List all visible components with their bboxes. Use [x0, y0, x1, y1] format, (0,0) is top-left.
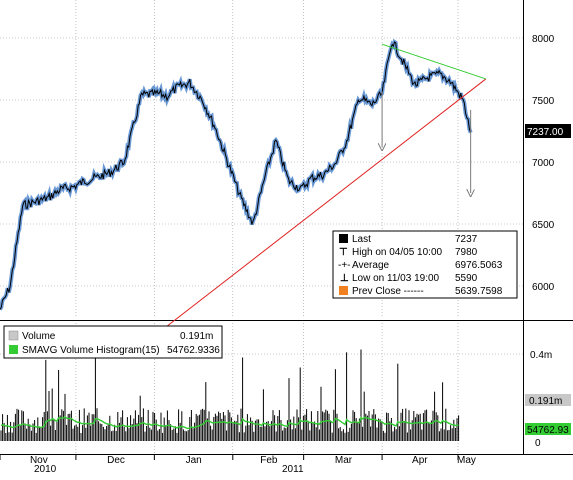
price-y-ticks: 6000 6500 7000 7500 8000 — [532, 34, 555, 293]
prev-close-swatch — [339, 286, 348, 295]
resistance-trendline — [381, 43, 486, 80]
x-tick-month: Mar — [335, 455, 353, 466]
volume-last-tag-text: 0.191m — [529, 396, 562, 407]
last-price-tag — [525, 124, 571, 138]
x-tick-month: Feb — [260, 455, 278, 466]
low-label: Low on 11/03 19:00 — [352, 273, 440, 284]
last-swatch — [339, 234, 348, 243]
volume-legend: Volume 0.191m SMAVG Volume Histogram(15)… — [3, 325, 223, 359]
average-marker-icon: -+- — [338, 260, 351, 271]
trendlines — [164, 43, 487, 329]
x-tick-month: Apr — [412, 455, 428, 466]
price-legend: Last 7237 ⊤ High on 04/05 10:00 7980 -+-… — [332, 230, 518, 299]
last-value: 7237 — [455, 234, 478, 245]
smavg-label: SMAVG Volume Histogram(15) — [22, 345, 160, 356]
high-marker-icon: ⊤ — [339, 247, 348, 258]
volume-ytick-label: 0 — [535, 438, 541, 449]
price-ytick-label: 6000 — [532, 282, 555, 293]
price-ytick-label: 8000 — [532, 34, 555, 45]
prev-close-label: Prev Close ------ — [352, 286, 424, 297]
x-tick-year: 2011 — [282, 464, 304, 475]
price-ytick-label: 7500 — [532, 96, 555, 107]
smavg-last-tag-text: 54762.93 — [527, 425, 569, 436]
low-value: 5590 — [455, 273, 478, 284]
x-tick-month: Jan — [186, 455, 202, 466]
prev-close-value: 5639.7598 — [455, 286, 503, 297]
x-axis-ticks — [0, 454, 459, 460]
last-price-tag-text: 7237.00 — [527, 127, 564, 138]
volume-swatch — [8, 330, 19, 341]
high-label: High on 04/05 10:00 — [352, 247, 443, 258]
price-legend-box — [332, 230, 518, 299]
volume-value: 0.191m — [180, 331, 213, 342]
average-value: 6976.5063 — [455, 260, 503, 271]
smavg-line-group — [0, 416, 459, 430]
smavg-swatch — [9, 345, 18, 354]
x-tick-month: Nov — [30, 455, 48, 466]
price-ytick-label: 7000 — [532, 158, 555, 169]
x-tick-month: May — [457, 455, 476, 466]
volume-last-tag — [525, 394, 571, 406]
x-tick-month: Dec — [107, 455, 125, 466]
projection-arrows — [382, 91, 471, 193]
volume-legend-box — [3, 325, 223, 359]
low-marker-icon: ⊥ — [340, 273, 349, 284]
average-label: Average — [352, 260, 390, 271]
smavg-value: 54762.9336 — [167, 345, 220, 356]
price-ytick-label: 6500 — [532, 220, 555, 231]
smavg-last-tag — [525, 423, 571, 435]
volume-ytick-label: 0.4m — [530, 350, 552, 361]
high-value: 7980 — [455, 247, 478, 258]
support-trendline — [164, 78, 487, 329]
smavg-line — [0, 416, 459, 430]
volume-bars — [0, 349, 460, 441]
volume-label: Volume — [22, 331, 56, 342]
last-label: Last — [352, 234, 371, 245]
x-tick-year: 2010 — [34, 464, 57, 475]
